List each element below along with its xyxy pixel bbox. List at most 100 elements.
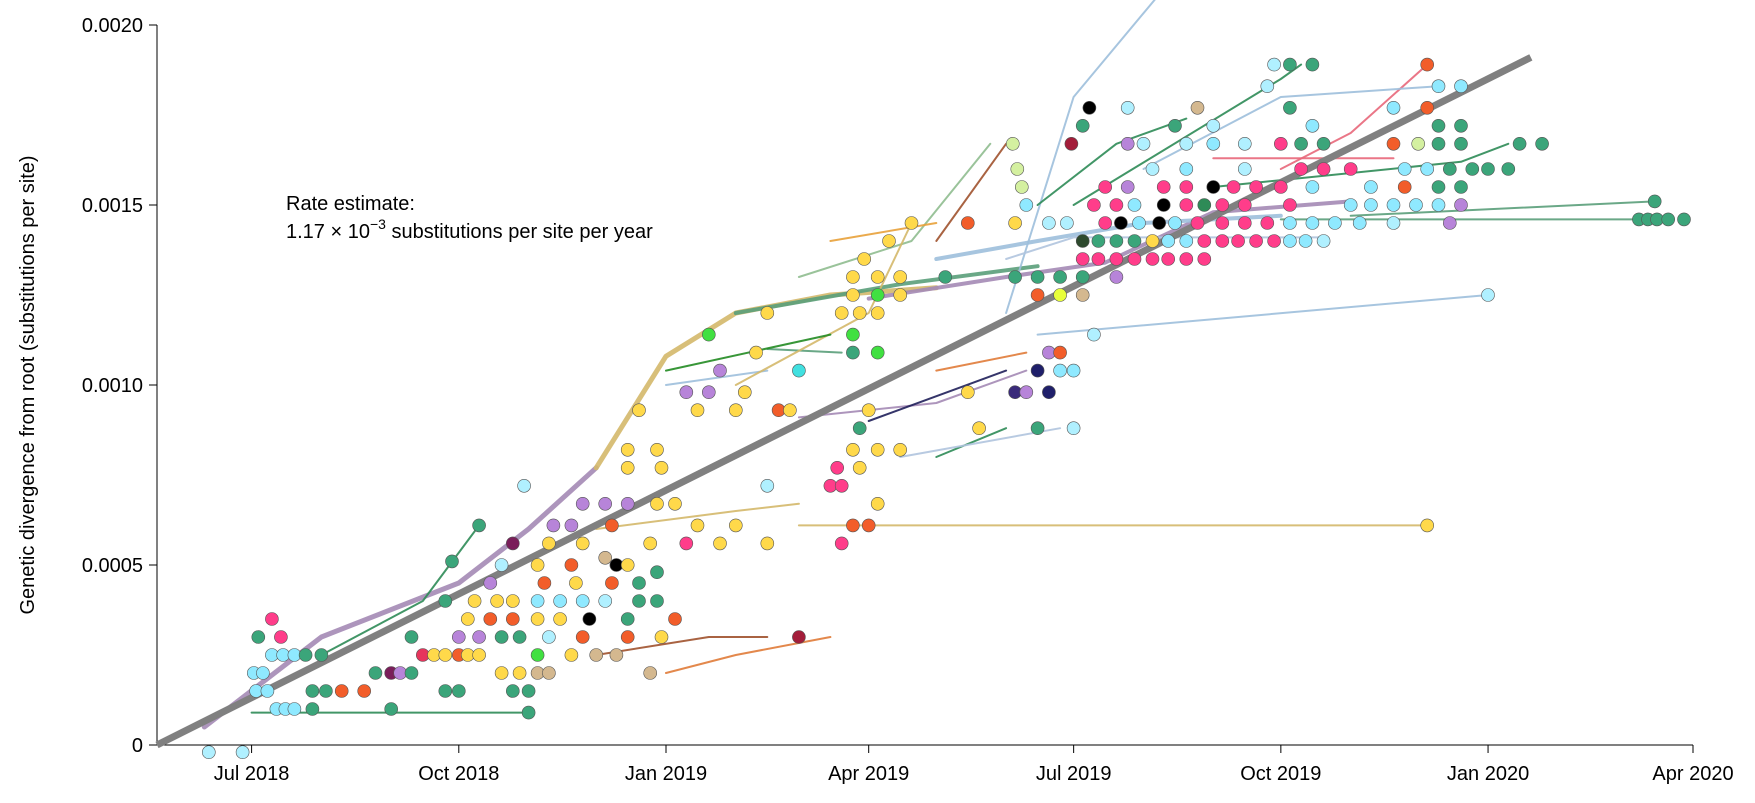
data-point bbox=[893, 442, 908, 457]
data-point bbox=[846, 345, 860, 360]
data-point bbox=[654, 460, 669, 475]
data-point bbox=[1305, 180, 1320, 194]
data-point bbox=[1091, 234, 1106, 248]
data-point bbox=[1343, 162, 1358, 176]
data-point bbox=[334, 684, 349, 698]
data-point bbox=[620, 442, 635, 457]
data-point bbox=[1179, 137, 1194, 151]
data-point bbox=[1206, 119, 1221, 133]
data-point bbox=[357, 684, 372, 698]
rate-estimate-value: 1.17 × 10−3 substitutions per site per y… bbox=[286, 216, 653, 243]
data-point bbox=[1190, 216, 1205, 230]
y-tick-label: 0.0010 bbox=[82, 375, 143, 397]
x-tick-label: Oct 2019 bbox=[1240, 763, 1321, 785]
data-point bbox=[668, 496, 682, 511]
data-point bbox=[1420, 518, 1434, 533]
data-point bbox=[643, 536, 658, 551]
data-point bbox=[368, 666, 383, 680]
data-point bbox=[852, 460, 867, 475]
data-point bbox=[589, 648, 604, 662]
data-point bbox=[1298, 234, 1313, 248]
data-point bbox=[1386, 198, 1401, 212]
data-point bbox=[1168, 119, 1182, 133]
data-point bbox=[1411, 137, 1425, 151]
data-point bbox=[1053, 270, 1067, 284]
series-line bbox=[733, 264, 1040, 315]
data-point bbox=[1053, 288, 1067, 302]
data-point bbox=[1145, 162, 1160, 176]
data-point bbox=[1087, 327, 1101, 342]
data-point bbox=[749, 345, 763, 360]
data-point bbox=[512, 630, 527, 644]
data-points bbox=[202, 57, 1691, 760]
data-point bbox=[438, 684, 453, 698]
data-point bbox=[384, 702, 399, 716]
data-point bbox=[783, 403, 797, 418]
data-point bbox=[530, 594, 545, 608]
data-point bbox=[517, 478, 531, 493]
data-point bbox=[1008, 216, 1022, 230]
data-point bbox=[1109, 198, 1124, 212]
data-point bbox=[319, 684, 333, 698]
data-point bbox=[846, 288, 860, 302]
data-point bbox=[1535, 137, 1549, 151]
data-point bbox=[438, 594, 453, 608]
data-point bbox=[861, 518, 876, 533]
data-point bbox=[314, 648, 329, 662]
data-point bbox=[1454, 180, 1468, 194]
data-point bbox=[530, 648, 545, 662]
series-line bbox=[595, 636, 769, 656]
data-point bbox=[1364, 180, 1378, 194]
data-point bbox=[305, 684, 320, 698]
data-point bbox=[1386, 101, 1401, 115]
data-point bbox=[1053, 363, 1067, 378]
rate-estimate-exponent: −3 bbox=[370, 216, 386, 232]
data-point bbox=[792, 630, 806, 644]
data-point bbox=[893, 288, 908, 302]
data-point bbox=[870, 496, 885, 511]
data-point bbox=[1231, 234, 1245, 248]
data-point bbox=[521, 684, 536, 698]
data-point bbox=[1283, 234, 1297, 248]
data-point bbox=[1677, 212, 1691, 227]
data-point bbox=[1283, 57, 1297, 72]
series-line bbox=[1279, 63, 1429, 170]
data-point bbox=[728, 403, 743, 418]
series-line bbox=[935, 351, 1028, 372]
data-point bbox=[760, 306, 775, 320]
data-point bbox=[1397, 162, 1412, 176]
data-point bbox=[575, 594, 590, 608]
data-point bbox=[1305, 216, 1320, 230]
data-point bbox=[870, 442, 885, 457]
rate-estimate-label: Rate estimate: bbox=[286, 193, 415, 215]
series-line bbox=[595, 502, 800, 530]
data-point bbox=[904, 216, 919, 230]
data-point bbox=[1249, 180, 1263, 194]
data-point bbox=[483, 612, 498, 626]
series-line bbox=[797, 142, 992, 278]
data-point bbox=[1042, 385, 1056, 400]
data-point bbox=[1087, 198, 1101, 212]
data-point bbox=[265, 612, 279, 626]
data-point bbox=[1481, 288, 1495, 302]
data-point bbox=[1501, 162, 1516, 176]
data-point bbox=[1481, 162, 1495, 176]
y-tick-label: 0.0005 bbox=[82, 555, 143, 577]
series-line bbox=[734, 222, 913, 386]
data-point bbox=[852, 421, 867, 436]
data-point bbox=[490, 594, 504, 608]
data-point bbox=[494, 630, 509, 644]
series-line bbox=[1036, 117, 1188, 206]
data-point bbox=[1197, 198, 1212, 212]
data-point bbox=[679, 536, 694, 551]
data-point bbox=[235, 745, 250, 760]
data-point bbox=[1305, 119, 1320, 133]
data-point bbox=[1075, 252, 1090, 266]
data-point bbox=[605, 576, 619, 590]
data-point bbox=[605, 518, 619, 533]
data-point bbox=[553, 612, 567, 626]
data-point bbox=[582, 612, 597, 626]
data-point bbox=[852, 306, 867, 320]
data-point bbox=[467, 594, 482, 608]
data-point bbox=[1030, 421, 1045, 436]
